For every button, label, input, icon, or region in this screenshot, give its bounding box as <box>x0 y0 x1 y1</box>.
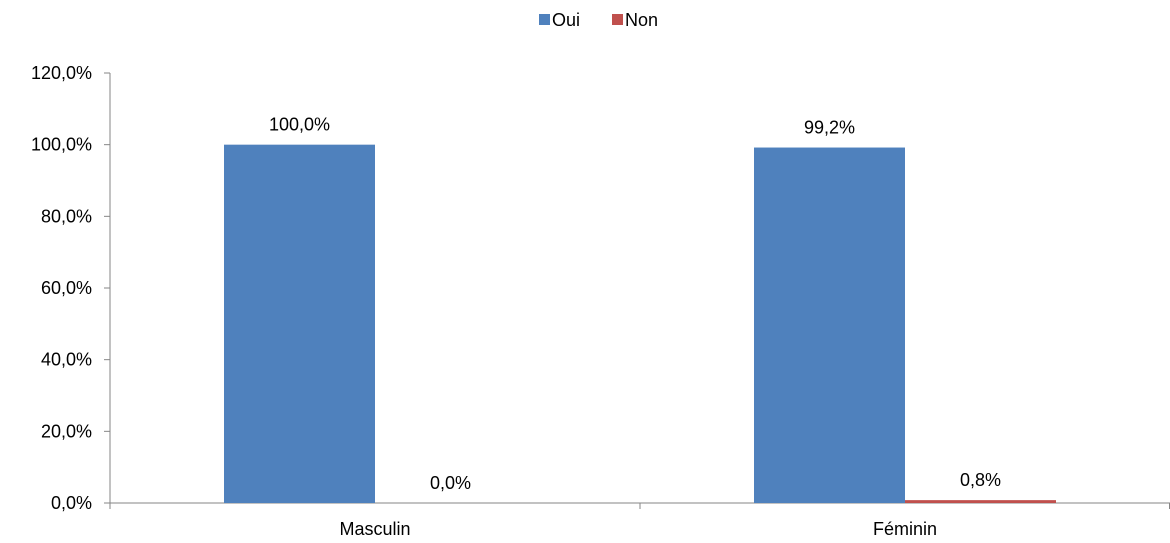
legend-label-non: Non <box>625 10 658 30</box>
x-axis: Masculin Féminin <box>109 502 1170 539</box>
data-label-oui-feminin: 99,2% <box>804 118 855 138</box>
y-tick-label: 20,0% <box>41 421 92 441</box>
x-tick-label-feminin: Féminin <box>873 519 937 539</box>
data-label-oui-masculin: 100,0% <box>269 115 330 135</box>
y-axis: 0,0% 20,0% 40,0% 60,0% 80,0% 100,0% 120,0% <box>31 63 111 513</box>
legend: Oui Non <box>539 10 658 30</box>
y-tick-label: 80,0% <box>41 206 92 226</box>
legend-swatch-oui <box>539 14 550 25</box>
data-label-non-feminin: 0,8% <box>960 470 1001 490</box>
y-tick-label: 40,0% <box>41 350 92 370</box>
y-tick-label: 60,0% <box>41 278 92 298</box>
x-tick-label-masculin: Masculin <box>339 519 410 539</box>
y-tick-label: 100,0% <box>31 135 92 155</box>
bar-non-feminin <box>905 500 1056 503</box>
legend-swatch-non <box>612 14 623 25</box>
y-tick-label: 120,0% <box>31 63 92 83</box>
bar-oui-feminin <box>754 147 905 504</box>
data-labels: 100,0% 0,0% 99,2% 0,8% <box>269 115 1001 493</box>
legend-label-oui: Oui <box>552 10 580 30</box>
y-tick-label: 0,0% <box>51 493 92 513</box>
bars <box>224 144 1056 504</box>
bar-oui-masculin <box>224 144 375 503</box>
data-label-non-masculin: 0,0% <box>430 473 471 493</box>
